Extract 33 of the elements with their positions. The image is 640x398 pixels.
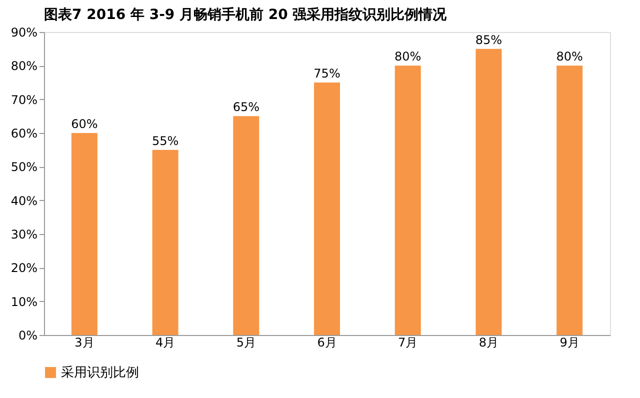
y-tick-label: 10% (10, 294, 38, 309)
y-tick-label: 80% (10, 59, 38, 74)
y-tick-label: 30% (10, 228, 38, 242)
x-tick-label: 5月 (236, 336, 256, 350)
x-tick-label: 8月 (478, 336, 499, 350)
chart-title: 图表7 2016 年 3-9 月畅销手机前 20 强采用指纹识别比例情况 (44, 6, 448, 23)
bar (233, 116, 260, 335)
bar (476, 48, 502, 335)
x-tick-label: 6月 (317, 336, 337, 350)
x-tick-label: 7月 (398, 336, 418, 350)
bar (314, 82, 340, 335)
data-label: 80% (556, 50, 583, 64)
y-tick-label: 20% (10, 261, 38, 276)
x-tick-label: 9月 (560, 336, 580, 350)
data-label: 80% (394, 50, 422, 64)
data-label: 65% (232, 100, 260, 114)
y-tick-label: 0% (18, 328, 38, 342)
x-tick-label: 4月 (155, 336, 176, 350)
bar (394, 66, 421, 335)
data-label: 85% (475, 32, 502, 47)
y-tick-label: 60% (10, 126, 38, 140)
legend-label: 采用识别比例 (61, 366, 139, 380)
data-label: 75% (314, 66, 340, 80)
y-tick-label: 70% (10, 92, 38, 107)
y-tick-label: 50% (10, 160, 38, 174)
y-tick-label: 90% (10, 26, 38, 40)
bar (556, 66, 583, 335)
bar (71, 133, 98, 335)
bar (152, 150, 178, 335)
y-tick-label: 40% (10, 194, 38, 208)
x-tick-label: 3月 (74, 336, 94, 350)
data-label: 60% (71, 117, 98, 131)
data-label: 55% (152, 134, 179, 148)
